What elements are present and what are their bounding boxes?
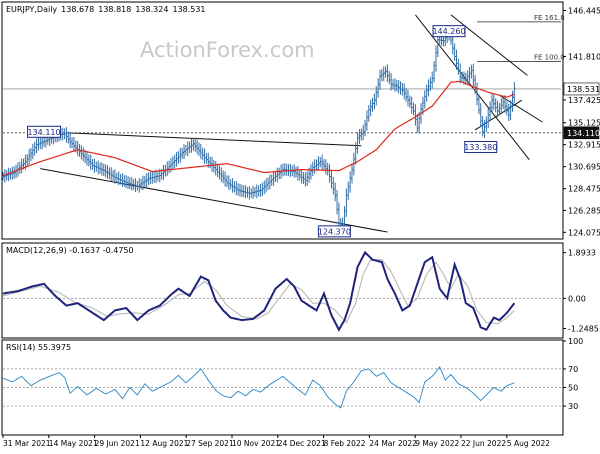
annotation-box — [432, 25, 466, 38]
x-tick-label: 5 Aug 2022 — [507, 439, 550, 448]
rsi-line — [2, 366, 515, 409]
annotation-label: 134.110 — [28, 128, 61, 137]
ohlc-open: 138.678 — [61, 5, 94, 14]
price-y-tick-label: 146.445 — [568, 6, 600, 15]
x-tick-label: 8 Feb 2022 — [324, 439, 366, 448]
ohlc-high: 138.818 — [98, 5, 131, 14]
annotation-label: 144.260 — [432, 27, 465, 36]
price-ohlc-bars — [1, 25, 516, 233]
price-panel-frame — [1, 1, 564, 240]
x-tick-label: 29 Jun 2021 — [95, 439, 140, 448]
macd-panel-title: MACD(12,26,9) -0.1637 -0.4750 — [6, 246, 134, 255]
price-y-tick-label: 132.915 — [568, 141, 600, 150]
x-tick-label: 31 Mar 2021 — [3, 439, 51, 448]
macd-y-tick-label: 1.8933 — [568, 249, 596, 258]
price-y-tick-label: 137.425 — [568, 96, 600, 105]
annotation-box — [317, 225, 351, 238]
ohlc-close: 138.531 — [172, 5, 205, 14]
x-tick-label: 10 Nov 2021 — [232, 439, 280, 448]
x-tick-label: 24 Dec 2021 — [278, 439, 326, 448]
rsi-y-tick-label: 50 — [568, 384, 578, 393]
rsi-y-tick-label: 100 — [568, 337, 583, 346]
price-y-tick-label: 126.285 — [568, 206, 600, 215]
x-tick-label: 27 Sep 2021 — [186, 439, 234, 448]
price-y-tick-label: 124.075 — [568, 228, 600, 237]
current-price-label: 138.531 — [567, 85, 600, 94]
x-tick-label: 24 Mar 2022 — [369, 439, 417, 448]
fib-level-label: FE 161.8 — [534, 14, 565, 22]
rsi-y-tick-label: 30 — [568, 402, 578, 411]
current-price-label-bg — [563, 82, 600, 96]
trendline — [68, 132, 362, 147]
price-bar — [513, 81, 516, 103]
price-title: EURJPY,Daily — [6, 5, 57, 14]
rsi-panel-title: RSI(14) 55.3975 — [6, 343, 71, 352]
support-level-label: 134.110 — [567, 129, 600, 138]
price-moving-average-line — [2, 80, 515, 177]
rsi-y-tick-label: 70 — [568, 365, 578, 374]
price-y-tick-label: 135.125 — [568, 119, 600, 128]
rsi-panel-frame — [1, 339, 564, 436]
macd-line — [2, 250, 516, 332]
fibonacci-extension-lines: FE 161.8 FE 100.0 — [477, 14, 565, 62]
trendline — [40, 168, 388, 233]
y-axes: 146.445 141.810 137.425 135.125 132.915 130.6… — [563, 6, 600, 411]
ohlc-low: 138.324 — [135, 5, 168, 14]
x-tick-label: 12 Aug 2021 — [140, 439, 188, 448]
x-tick-label: 9 May 2022 — [415, 439, 459, 448]
annotation-box — [27, 125, 62, 138]
macd-y-tick-label: -1.2485 — [568, 325, 599, 334]
x-tick-label: 22 Jun 2022 — [461, 439, 506, 448]
x-tick-label: 14 May 2021 — [49, 439, 98, 448]
trendline — [450, 14, 528, 76]
price-y-tick-label: 128.475 — [568, 185, 600, 194]
trendline — [415, 14, 530, 160]
price-y-tick-label: 141.810 — [568, 52, 600, 61]
annotation-label: 133.380 — [464, 143, 497, 152]
support-level-label-bg — [563, 126, 600, 140]
watermark: ActionForex.com — [140, 38, 315, 62]
trendline — [499, 94, 543, 123]
price-panel-title: EURJPY,Daily 138.678 138.818 138.324 138.531 — [6, 5, 206, 14]
macd-y-tick-label: 0.00 — [568, 294, 586, 303]
macd-signal-line — [2, 259, 515, 325]
annotation-label: 124.370 — [318, 227, 351, 236]
rsi-gridlines — [3, 368, 561, 407]
fib-level-label: FE 100.0 — [534, 54, 565, 62]
annotation-box — [464, 141, 498, 154]
price-annotations: 144.260 134.110 133.380 124.370 — [27, 25, 498, 238]
price-y-tick-label: 130.695 — [568, 163, 600, 172]
